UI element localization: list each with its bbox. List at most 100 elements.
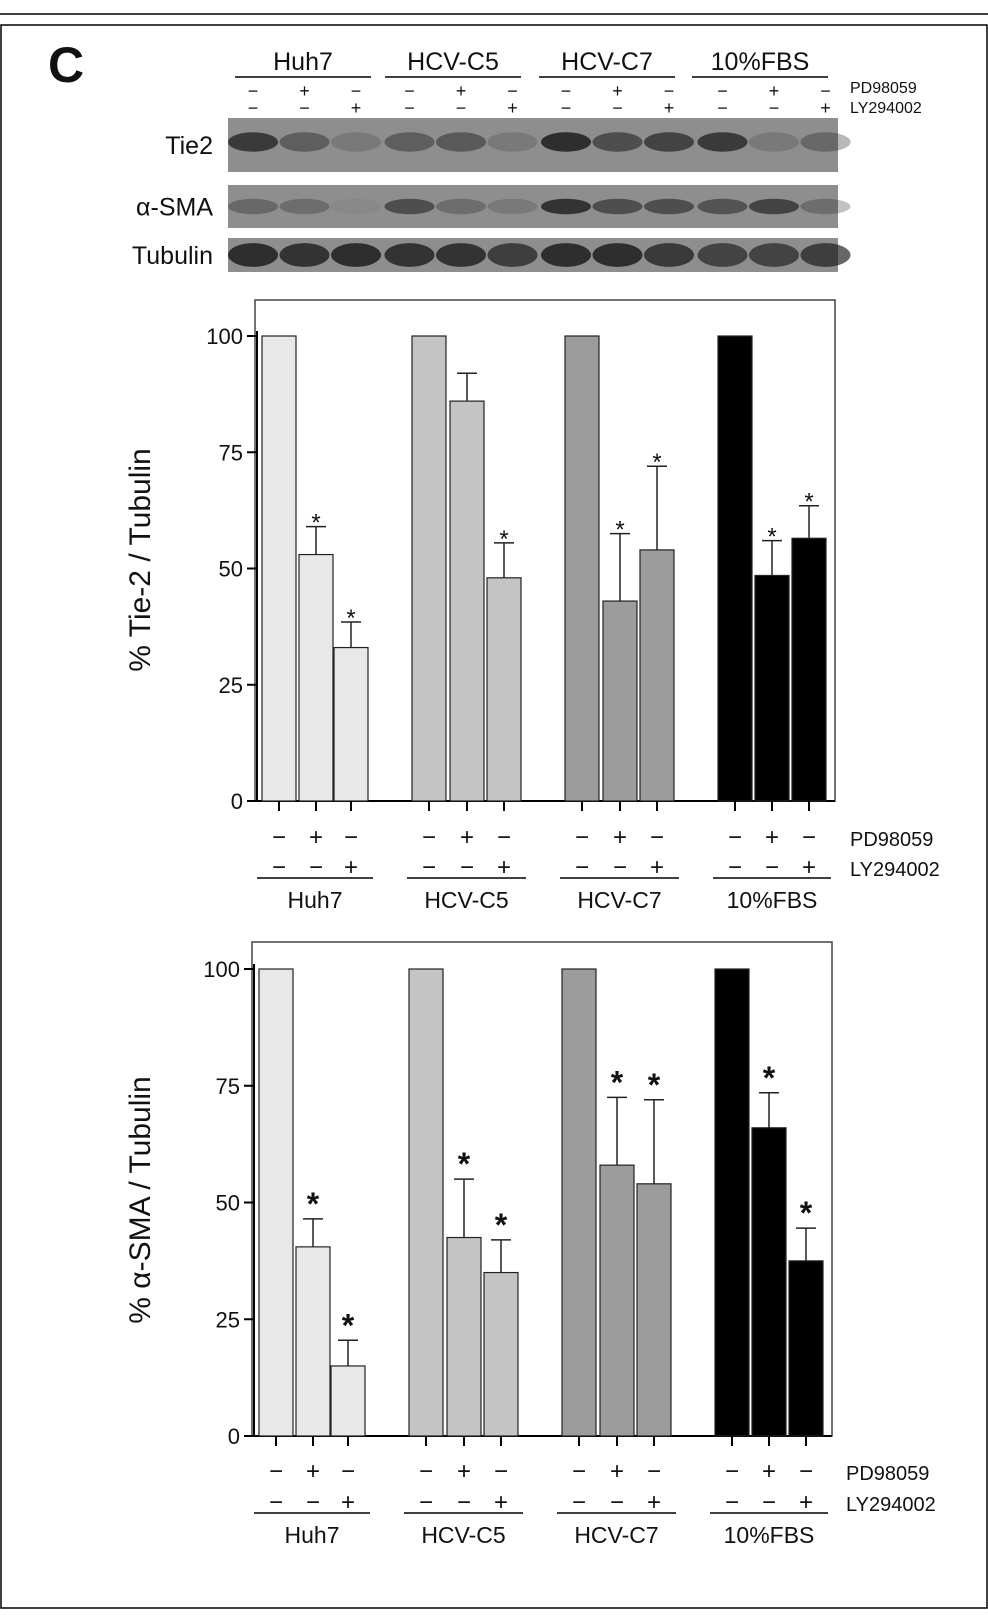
bar — [258, 968, 294, 1437]
blot-row-label: Tubulin — [132, 242, 213, 270]
significance-mark: * — [307, 1186, 320, 1222]
blot-band — [541, 243, 591, 267]
y-tick-label: 100 — [203, 957, 240, 982]
group-label: HCV-C7 — [574, 1522, 658, 1548]
western-blot: Huh7−−+−−+HCV-C5−−+−−+HCV-C7−−+−−+10%FBS… — [132, 48, 922, 272]
bar — [561, 968, 597, 1437]
significance-mark: * — [311, 510, 320, 537]
y-tick-label: 100 — [206, 324, 243, 349]
pd-sign: − — [572, 1458, 586, 1485]
ly-sign: − — [725, 1489, 739, 1516]
ly-sign: + — [341, 1489, 355, 1516]
ly-sign: − — [456, 98, 467, 118]
blot-band — [279, 198, 330, 215]
pd-sign: − — [497, 824, 511, 851]
blot-band — [487, 198, 538, 215]
group-label: HCV-C5 — [421, 1522, 505, 1548]
pd-sign: − — [664, 81, 675, 101]
ly-sign: − — [309, 854, 323, 881]
blot-band — [436, 243, 486, 267]
y-tick-label: 0 — [228, 1424, 240, 1449]
ly-sign: − — [561, 98, 572, 118]
blot-band — [279, 132, 330, 152]
blot-band — [384, 132, 435, 152]
y-tick-label: 50 — [219, 557, 243, 582]
pd-sign: − — [650, 824, 664, 851]
pd-sign: + — [309, 824, 323, 851]
significance-mark: * — [648, 1067, 661, 1103]
blot-band — [331, 198, 381, 215]
bar — [295, 1246, 331, 1437]
significance-mark: * — [342, 1307, 355, 1343]
significance-mark: * — [800, 1195, 813, 1231]
pd-sign: + — [460, 824, 474, 851]
pd-sign: + — [762, 1458, 776, 1485]
pd-sign: + — [299, 81, 310, 101]
ly-sign: + — [650, 854, 664, 881]
pd-sign: − — [494, 1458, 508, 1485]
bar — [717, 335, 753, 802]
ly-sign: − — [306, 1489, 320, 1516]
ly-sign: + — [507, 98, 518, 118]
significance-mark: * — [652, 449, 661, 476]
ly-sign: + — [497, 854, 511, 881]
y-tick-label: 0 — [231, 789, 243, 814]
blot-band — [749, 243, 799, 267]
group-label: Huh7 — [288, 887, 343, 913]
blot-band — [279, 243, 330, 267]
bar — [330, 1365, 366, 1437]
y-tick-label: 75 — [216, 1074, 240, 1099]
pd-sign: − — [248, 81, 259, 101]
bar — [333, 646, 369, 802]
blot-band — [228, 132, 278, 152]
bar — [788, 1260, 824, 1437]
bar — [449, 400, 485, 802]
pd-sign: + — [610, 1458, 624, 1485]
blot-band — [436, 132, 486, 152]
ly-sign: + — [494, 1489, 508, 1516]
pd-sign: + — [613, 824, 627, 851]
pd-sign: − — [561, 81, 572, 101]
pd-sign: − — [799, 1458, 813, 1485]
y-tick-label: 50 — [216, 1191, 240, 1216]
significance-mark: * — [763, 1060, 776, 1096]
pd-sign: − — [272, 824, 286, 851]
pd-sign: − — [802, 824, 816, 851]
bar — [599, 1164, 635, 1437]
pd-sign: − — [351, 81, 362, 101]
bar — [754, 574, 790, 802]
bar — [636, 1183, 672, 1437]
bar — [483, 1271, 519, 1437]
ly-sign: − — [404, 98, 415, 118]
blot-band — [800, 243, 851, 267]
ly-label: LY294002 — [850, 100, 922, 117]
ly-sign: − — [717, 98, 728, 118]
blot-group-label: HCV-C7 — [561, 48, 653, 76]
pd-sign: − — [507, 81, 518, 101]
significance-mark: * — [611, 1064, 624, 1100]
ly-sign: − — [419, 1489, 433, 1516]
bar — [486, 577, 522, 802]
pd-label: PD98059 — [850, 80, 917, 97]
pd-sign: − — [717, 81, 728, 101]
ly-sign: + — [820, 98, 831, 118]
ly-sign: − — [612, 98, 623, 118]
blot-band — [749, 198, 799, 215]
group-label: 10%FBS — [724, 1522, 815, 1548]
blot-band — [331, 132, 381, 152]
group-label: 10%FBS — [727, 887, 818, 913]
blot-strip — [228, 185, 838, 228]
ly-sign: − — [610, 1489, 624, 1516]
pd-label: PD98059 — [846, 1463, 929, 1485]
ly-sign: − — [460, 854, 474, 881]
blot-band — [800, 132, 851, 152]
pd-sign: + — [306, 1458, 320, 1485]
significance-mark: * — [495, 1207, 508, 1243]
ly-sign: − — [575, 854, 589, 881]
ly-sign: + — [802, 854, 816, 881]
bar — [751, 1127, 787, 1437]
group-label: Huh7 — [285, 1522, 340, 1548]
pd-sign: + — [765, 824, 779, 851]
